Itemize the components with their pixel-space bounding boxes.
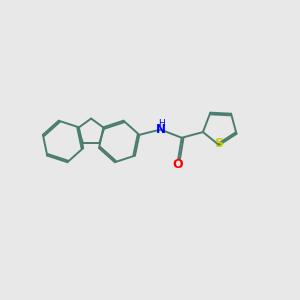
Text: H: H (158, 118, 164, 127)
Text: O: O (172, 158, 183, 171)
Text: S: S (214, 137, 224, 150)
Text: N: N (156, 123, 166, 136)
